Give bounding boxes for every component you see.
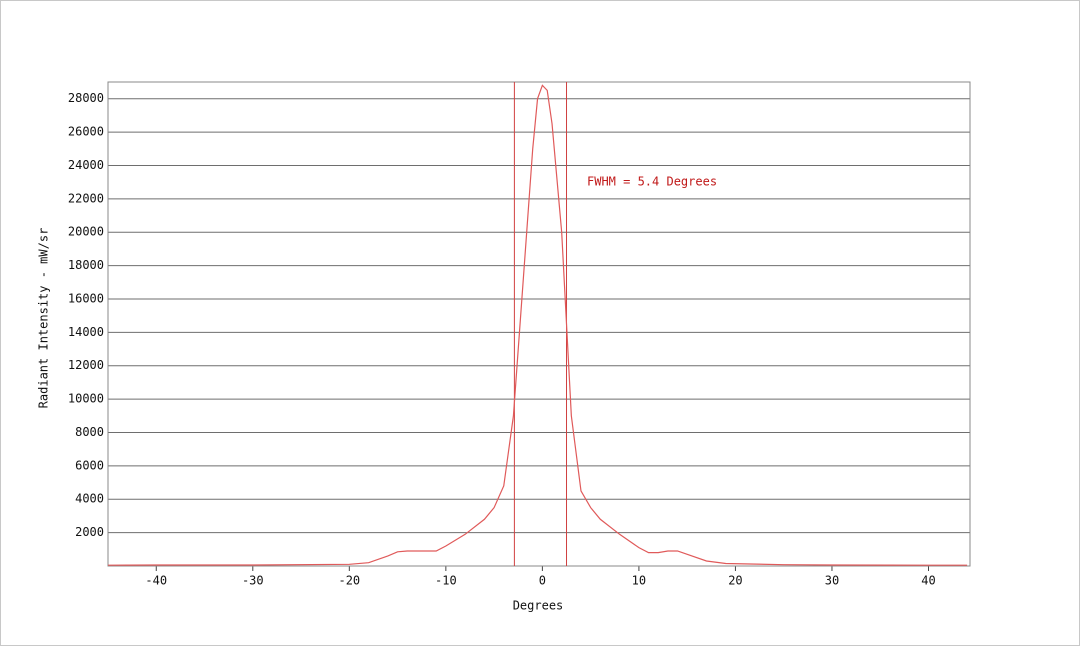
- x-tick-label: 0: [539, 574, 546, 588]
- y-tick-label: 26000: [68, 125, 104, 139]
- plot-frame: [107, 81, 971, 567]
- y-tick-label: 6000: [75, 458, 104, 472]
- y-tick-label: 22000: [68, 191, 104, 205]
- y-tick-label: 28000: [68, 91, 104, 105]
- y-tick-label: 12000: [68, 358, 104, 372]
- x-tick-label: -30: [242, 574, 264, 588]
- y-tick-label: 8000: [75, 425, 104, 439]
- x-axis-label: Degrees: [513, 599, 564, 613]
- x-tick-label: 20: [728, 574, 742, 588]
- y-tick-label: 10000: [68, 392, 104, 406]
- x-tick-label: -20: [338, 574, 360, 588]
- y-tick-label: 24000: [68, 158, 104, 172]
- x-tick-label: -40: [145, 574, 167, 588]
- data-line: [107, 84, 968, 566]
- y-tick-label: 16000: [68, 291, 104, 305]
- y-axis-label: Radiant Intensity - mW/sr: [37, 228, 51, 409]
- annotation: FWHM = 5.4 Degrees: [587, 175, 717, 189]
- x-tick-label: 30: [825, 574, 839, 588]
- x-tick-label: -10: [435, 574, 457, 588]
- y-tick-label: 4000: [75, 492, 104, 506]
- x-tick-label: 10: [632, 574, 646, 588]
- x-tick-label: 40: [921, 574, 935, 588]
- y-tick-label: 14000: [68, 325, 104, 339]
- y-tick-label: 2000: [75, 525, 104, 539]
- y-tick-label: 20000: [68, 225, 104, 239]
- y-tick-label: 18000: [68, 258, 104, 272]
